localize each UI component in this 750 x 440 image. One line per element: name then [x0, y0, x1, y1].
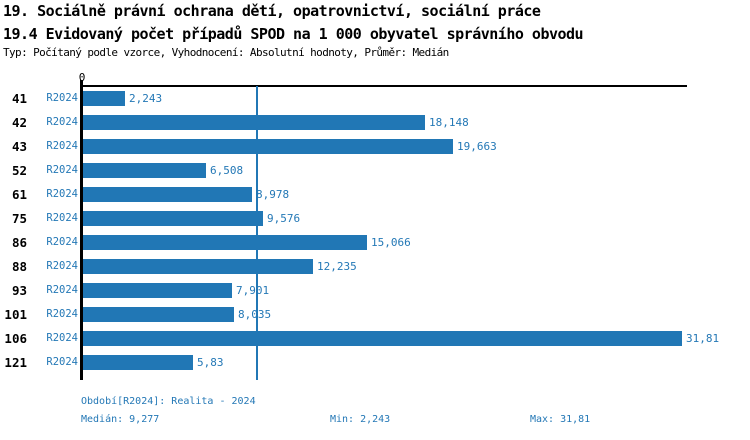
row-series-label: R2024 [46, 308, 78, 320]
x-axis-zero-tick-label: 0 [78, 71, 86, 84]
x-axis-line [80, 85, 687, 87]
row-series-label: R2024 [46, 140, 78, 152]
chart-title-line1: 19. Sociálně právní ochrana dětí, opatro… [3, 2, 541, 20]
row-series-label: R2024 [46, 332, 78, 344]
bar [83, 355, 193, 370]
row-category-label: 121 [4, 355, 27, 370]
chart-title-line2: 19.4 Evidovaný počet případů SPOD na 1 0… [3, 25, 584, 43]
row-series-label: R2024 [46, 260, 78, 272]
bar [83, 331, 682, 346]
row-category-label: 41 [11, 91, 27, 106]
row-category-label: 88 [11, 259, 27, 274]
bar-value-label: 31,81 [686, 332, 720, 345]
bar [83, 139, 453, 154]
bar [83, 307, 234, 322]
bar-value-label: 15,066 [371, 236, 411, 249]
bar [83, 283, 232, 298]
row-category-label: 75 [11, 211, 27, 226]
footer-median-label: Medián: 9,277 [81, 414, 160, 425]
row-category-label: 106 [4, 331, 27, 346]
bar [83, 187, 252, 202]
row-series-label: R2024 [46, 236, 78, 248]
row-series-label: R2024 [46, 92, 78, 104]
bar [83, 115, 425, 130]
bar-value-label: 8,035 [238, 308, 272, 321]
row-category-label: 101 [4, 307, 27, 322]
row-category-label: 52 [11, 163, 27, 178]
bar [83, 91, 125, 106]
row-series-label: R2024 [46, 356, 78, 368]
footer-period-label: Období[R2024]: Realita - 2024 [81, 396, 256, 407]
row-series-label: R2024 [46, 116, 78, 128]
chart-subtitle: Typ: Počítaný podle vzorce, Vyhodnocení:… [3, 46, 449, 59]
row-category-label: 86 [11, 235, 27, 250]
bar [83, 259, 313, 274]
row-category-label: 43 [11, 139, 27, 154]
median-reference-line [256, 86, 258, 380]
bar [83, 211, 263, 226]
row-series-label: R2024 [46, 188, 78, 200]
footer-min-label: Min: 2,243 [330, 414, 391, 425]
row-series-label: R2024 [46, 212, 78, 224]
bar-value-label: 12,235 [317, 260, 357, 273]
bar-value-label: 2,243 [129, 92, 163, 105]
y-axis-line [80, 80, 83, 380]
row-series-label: R2024 [46, 284, 78, 296]
bar-value-label: 6,508 [210, 164, 244, 177]
bar-value-label: 19,663 [457, 140, 497, 153]
row-category-label: 61 [11, 187, 27, 202]
bar-value-label: 18,148 [429, 116, 469, 129]
row-category-label: 93 [11, 283, 27, 298]
bar-value-label: 5,83 [197, 356, 224, 369]
bar-value-label: 8,978 [256, 188, 290, 201]
footer-max-label: Max: 31,81 [530, 414, 591, 425]
bar [83, 235, 367, 250]
bar [83, 163, 206, 178]
row-category-label: 42 [11, 115, 27, 130]
bar-value-label: 7,901 [236, 284, 270, 297]
bar-value-label: 9,576 [267, 212, 301, 225]
row-series-label: R2024 [46, 164, 78, 176]
